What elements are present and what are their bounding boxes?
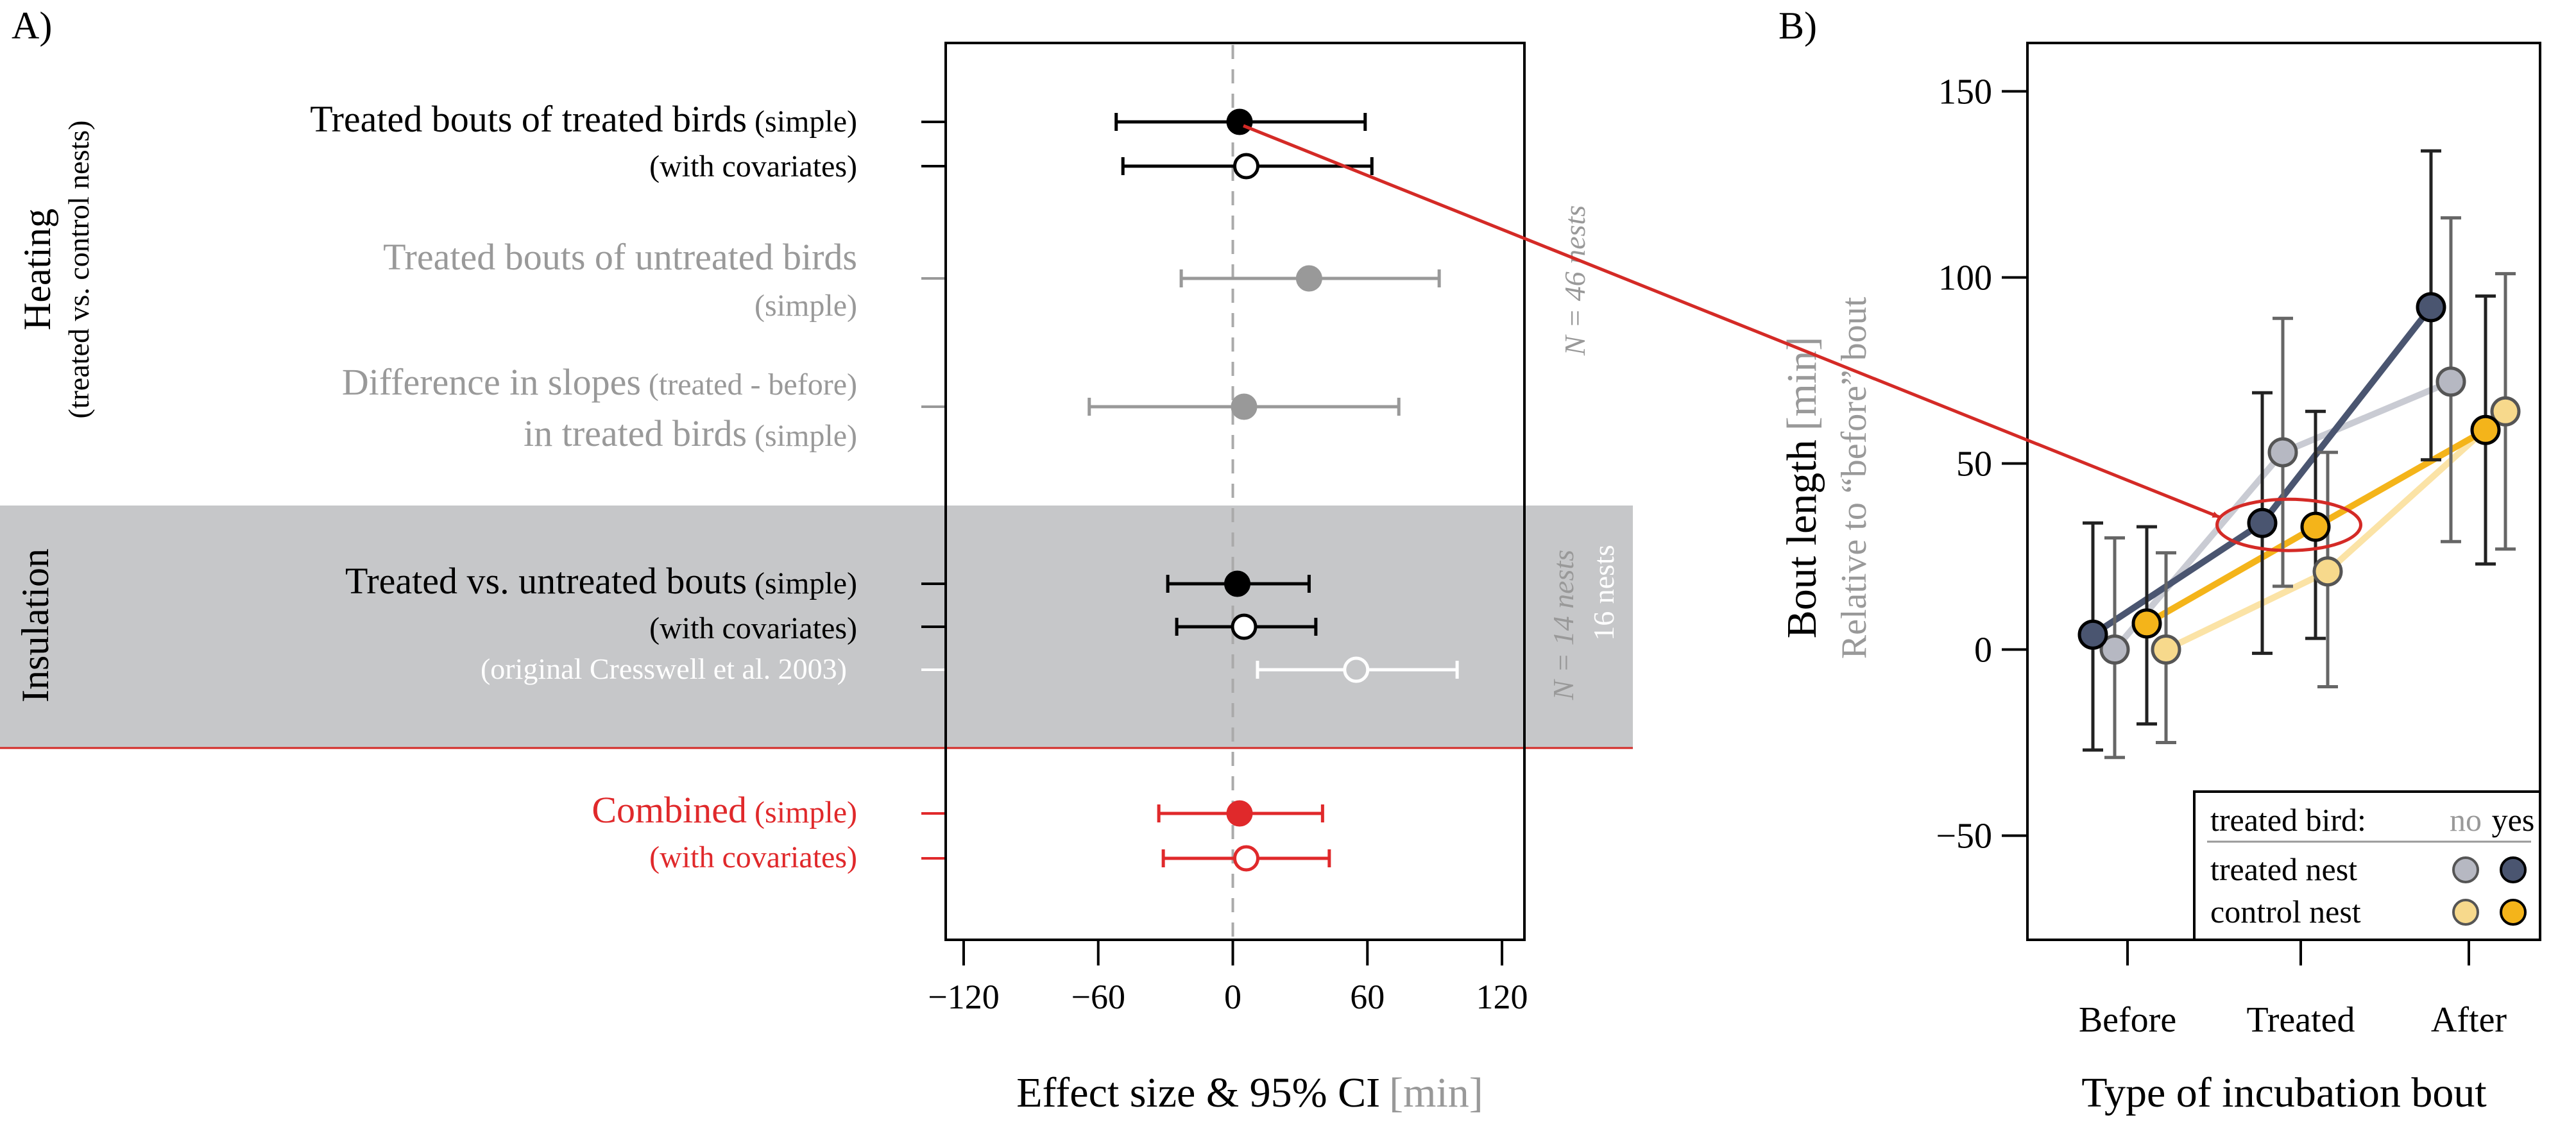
x-axis-title-b: Type of incubation bout: [2081, 1069, 2486, 1116]
row-label-main: Combined: [592, 789, 747, 831]
y-tick-label: 50: [1956, 444, 1992, 484]
estimate-point: [1226, 800, 1253, 827]
insulation-shaded-band: [0, 506, 1633, 748]
forest-plot-frame: [944, 42, 1526, 941]
row-label-note: (simple): [747, 419, 857, 453]
x-tick-label: 0: [1224, 978, 1241, 1016]
legend-marker-control-no: [2452, 899, 2479, 926]
row-label-main: Difference in slopes: [342, 361, 641, 403]
row-label: (with covariates): [649, 611, 857, 645]
row-label-note: (simple): [747, 795, 857, 829]
y-tick-label: 150: [1938, 72, 1992, 112]
n-label-insulation-2: 16 nests: [1587, 545, 1620, 641]
row-label: (with covariates): [649, 149, 857, 183]
legend-row-control: control nest: [2210, 894, 2361, 930]
legend-col-no: no: [2450, 802, 2482, 838]
row-label-main: Treated vs. untreated bouts: [345, 560, 747, 602]
row-label: (original Cresswell et al. 2003): [481, 652, 847, 685]
row-label-main: Treated bouts of treated birds: [310, 98, 747, 140]
x-tick-label: 60: [1350, 978, 1385, 1016]
row-label: Difference in slopes (treated - before): [342, 361, 857, 403]
row-label: in treated birds (simple): [524, 412, 857, 454]
legend: treated bird: no yes treated nest contro…: [2193, 790, 2541, 941]
legend-row-treated: treated nest: [2210, 851, 2357, 887]
row-label: Treated vs. untreated bouts (simple): [345, 560, 857, 602]
legend-marker-treated-no: [2452, 856, 2479, 883]
y-tick-label: 100: [1938, 258, 1992, 298]
y-axis-title-unit: [min]: [1778, 337, 1825, 431]
series-point: [2151, 634, 2181, 665]
estimate-point: [1233, 845, 1259, 872]
x-tick-label: 120: [1476, 978, 1528, 1016]
x-axis: −120 −60 0 60 120: [928, 940, 1528, 1016]
legend-col-yes: yes: [2492, 802, 2535, 838]
row-label: Treated bouts of treated birds (simple): [310, 98, 857, 140]
link-arrow: [1243, 124, 2221, 519]
heating-label: Heating: [16, 208, 58, 330]
x-axis-categories: Before Treated After: [2079, 940, 2507, 1040]
n-label-heating: N = 46 nests: [1558, 205, 1591, 356]
series-point: [2470, 414, 2501, 445]
y-tick-label: 0: [1974, 631, 1992, 670]
y-axis-title-text: Bout length: [1778, 439, 1825, 638]
panel-b-label: B): [1778, 4, 1817, 47]
x-tick-label: −60: [1071, 978, 1125, 1016]
y-tick-label: −50: [1936, 817, 1992, 856]
x-tick-label: Treated: [2246, 1000, 2355, 1040]
heating-group-label: Heating (treated vs. control nests): [16, 121, 95, 419]
n-label-insulation: N = 14 nests: [1547, 550, 1580, 701]
estimate-point: [1295, 265, 1322, 292]
legend-marker-control-yes: [2500, 899, 2527, 926]
row-label-note: (treated - before): [641, 368, 857, 402]
row-label: Treated bouts of untreated birds: [383, 236, 857, 278]
row-label: Combined (simple): [592, 789, 857, 831]
estimate-point: [1231, 613, 1258, 640]
x-axis-title-unit: [min]: [1389, 1069, 1483, 1116]
row-label-main: in treated birds: [524, 412, 747, 454]
x-axis-title: Effect size & 95% CI [min]: [1016, 1069, 1483, 1116]
x-axis-title-text: Effect size & 95% CI: [1016, 1069, 1380, 1116]
cross-panel-annotation: [1243, 124, 2362, 552]
line-series: [2077, 149, 2521, 760]
y-axis: −50 0 50 100 150: [1936, 72, 2027, 856]
series-point: [2077, 619, 2108, 650]
series-point: [2416, 292, 2446, 323]
estimate-point: [1224, 570, 1250, 597]
legend-marker-treated-yes: [2500, 856, 2527, 883]
legend-box: [2193, 790, 2541, 941]
estimate-point: [1231, 393, 1258, 420]
row-ticks: [921, 121, 946, 860]
estimate-point: [1233, 153, 1259, 180]
row-labels: Treated bouts of treated birds (simple) …: [310, 98, 857, 874]
x-tick-label: After: [2431, 1000, 2507, 1040]
highlight-ellipse: [2215, 497, 2362, 552]
row-label-note: (simple): [747, 105, 857, 139]
x-tick-label: Before: [2079, 1000, 2176, 1040]
series-point: [2267, 437, 2298, 468]
y-axis-subtitle: Relative to “before” bout: [1834, 296, 1874, 659]
panel-a: A) Heating (treated vs. control nests) I…: [0, 4, 1633, 1116]
insulation-label: Insulation: [14, 548, 56, 702]
legend-title: treated bird:: [2210, 802, 2366, 838]
series-point: [2300, 511, 2331, 542]
series-point: [2435, 366, 2466, 397]
panel-b: B) −50 0 50 100 150 Before Treated After Bout …: [1778, 4, 2541, 1116]
row-label: (with covariates): [649, 840, 857, 874]
series-point: [2312, 556, 2343, 587]
estimate-point: [1343, 656, 1370, 683]
row-label: (simple): [755, 289, 857, 323]
y-axis-title: Bout length [min]: [1778, 337, 1825, 638]
panel-a-label: A): [12, 4, 52, 47]
x-tick-label: −120: [928, 978, 999, 1016]
series-point: [2247, 507, 2278, 538]
series-point: [2490, 396, 2521, 427]
forest-points: [1088, 108, 1459, 872]
series-point: [2099, 634, 2130, 665]
estimate-point: [1226, 108, 1253, 135]
row-label-note: (simple): [747, 566, 857, 600]
series-point: [2131, 608, 2162, 639]
heating-sublabel: (treated vs. control nests): [62, 121, 95, 419]
